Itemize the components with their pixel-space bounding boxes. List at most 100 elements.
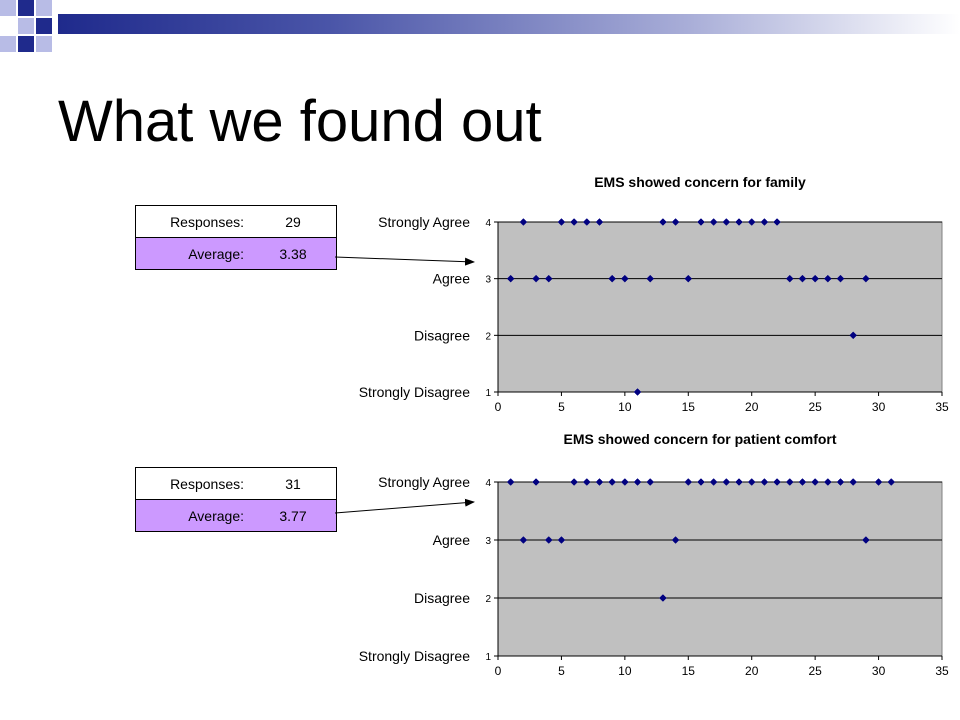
data-point bbox=[659, 594, 667, 602]
y-category-label: Strongly Disagree bbox=[359, 384, 470, 400]
data-point bbox=[646, 274, 655, 283]
data-point bbox=[709, 218, 718, 226]
deco-square-2 bbox=[18, 0, 34, 16]
data-point bbox=[519, 218, 528, 226]
y-tick-label: 1 bbox=[485, 652, 491, 663]
data-point bbox=[544, 536, 553, 544]
x-tick-label: 15 bbox=[682, 664, 696, 678]
data-point bbox=[532, 274, 540, 283]
data-point bbox=[582, 218, 591, 226]
data-point bbox=[811, 478, 819, 486]
data-point bbox=[519, 536, 528, 544]
average-row: Average: 3.38 bbox=[136, 238, 336, 269]
data-point bbox=[823, 478, 832, 486]
deco-square-4 bbox=[18, 18, 34, 34]
deco-square-5 bbox=[36, 18, 52, 34]
plot-area bbox=[497, 481, 943, 657]
y-category-label: Agree bbox=[433, 532, 471, 548]
data-point bbox=[760, 478, 769, 486]
y-tick-label: 2 bbox=[485, 331, 491, 342]
responses-label: Responses: bbox=[170, 475, 244, 492]
deco-square-7 bbox=[36, 36, 52, 52]
x-tick-label: 5 bbox=[558, 664, 565, 678]
data-point bbox=[506, 274, 515, 283]
responses-value: 29 bbox=[285, 213, 301, 230]
x-tick-label: 10 bbox=[618, 400, 632, 414]
y-category-label: Strongly Agree bbox=[378, 214, 470, 230]
x-tick-label: 0 bbox=[495, 664, 502, 678]
deco-square-3 bbox=[36, 0, 52, 16]
data-point bbox=[773, 218, 781, 226]
x-tick-label: 30 bbox=[872, 664, 886, 678]
responses-row: Responses: 31 bbox=[136, 468, 336, 500]
header-gradient-bar bbox=[58, 14, 960, 34]
data-point bbox=[722, 218, 731, 226]
deco-square-1 bbox=[0, 0, 16, 16]
data-point bbox=[735, 478, 743, 486]
data-point bbox=[659, 218, 667, 226]
data-point bbox=[862, 274, 870, 283]
data-point bbox=[836, 478, 845, 486]
average-value: 3.77 bbox=[279, 507, 307, 524]
x-tick-label: 15 bbox=[682, 400, 696, 414]
y-tick-label: 1 bbox=[485, 388, 491, 399]
stats-box-comfort: Responses: 31 Average: 3.77 bbox=[135, 467, 337, 532]
x-tick-label: 5 bbox=[558, 400, 565, 414]
responses-label: Responses: bbox=[170, 213, 244, 230]
data-point bbox=[811, 274, 819, 283]
data-point bbox=[887, 478, 896, 486]
data-point bbox=[633, 388, 642, 396]
data-point bbox=[684, 274, 693, 283]
data-point bbox=[849, 478, 858, 486]
average-label: Average: bbox=[188, 507, 244, 524]
plot-area bbox=[497, 221, 943, 393]
data-point bbox=[697, 218, 705, 226]
deco-square-6 bbox=[0, 36, 16, 52]
data-point bbox=[532, 478, 540, 486]
deco-square-8 bbox=[18, 36, 34, 52]
data-point bbox=[621, 478, 629, 486]
data-point bbox=[697, 478, 705, 486]
data-point bbox=[595, 218, 604, 226]
x-tick-label: 35 bbox=[935, 400, 949, 414]
data-point bbox=[722, 478, 731, 486]
data-point bbox=[798, 478, 807, 486]
data-point bbox=[798, 274, 807, 283]
data-point bbox=[506, 478, 515, 486]
data-point bbox=[709, 478, 718, 486]
data-point bbox=[621, 274, 629, 283]
data-point bbox=[646, 478, 655, 486]
average-row: Average: 3.77 bbox=[136, 500, 336, 531]
data-point bbox=[760, 218, 769, 226]
slide-title: What we found out bbox=[58, 89, 542, 154]
y-category-label: Disagree bbox=[414, 590, 470, 606]
responses-value: 31 bbox=[285, 475, 301, 492]
y-category-label: Strongly Agree bbox=[378, 474, 470, 490]
data-point bbox=[582, 478, 591, 486]
y-tick-label: 4 bbox=[485, 218, 491, 229]
data-point bbox=[570, 218, 578, 226]
average-label: Average: bbox=[188, 245, 244, 262]
data-point bbox=[849, 331, 858, 340]
y-tick-label: 3 bbox=[485, 275, 491, 286]
x-tick-label: 20 bbox=[745, 400, 759, 414]
data-point bbox=[608, 274, 617, 283]
y-tick-label: 4 bbox=[485, 478, 491, 489]
y-category-label: Disagree bbox=[414, 327, 470, 343]
x-tick-label: 35 bbox=[935, 664, 949, 678]
x-tick-label: 20 bbox=[745, 664, 759, 678]
y-category-label: Strongly Disagree bbox=[359, 648, 470, 664]
data-point bbox=[544, 274, 553, 283]
x-tick-label: 0 bbox=[495, 400, 502, 414]
arrow-to-chart-comfort bbox=[334, 498, 475, 514]
y-tick-label: 2 bbox=[485, 594, 491, 605]
data-point bbox=[595, 478, 604, 486]
data-point bbox=[671, 218, 680, 226]
arrow-to-chart-family bbox=[334, 256, 475, 266]
data-point bbox=[836, 274, 845, 283]
data-point bbox=[862, 536, 870, 544]
average-value: 3.38 bbox=[279, 245, 307, 262]
data-point bbox=[671, 536, 680, 544]
data-point bbox=[785, 478, 794, 486]
